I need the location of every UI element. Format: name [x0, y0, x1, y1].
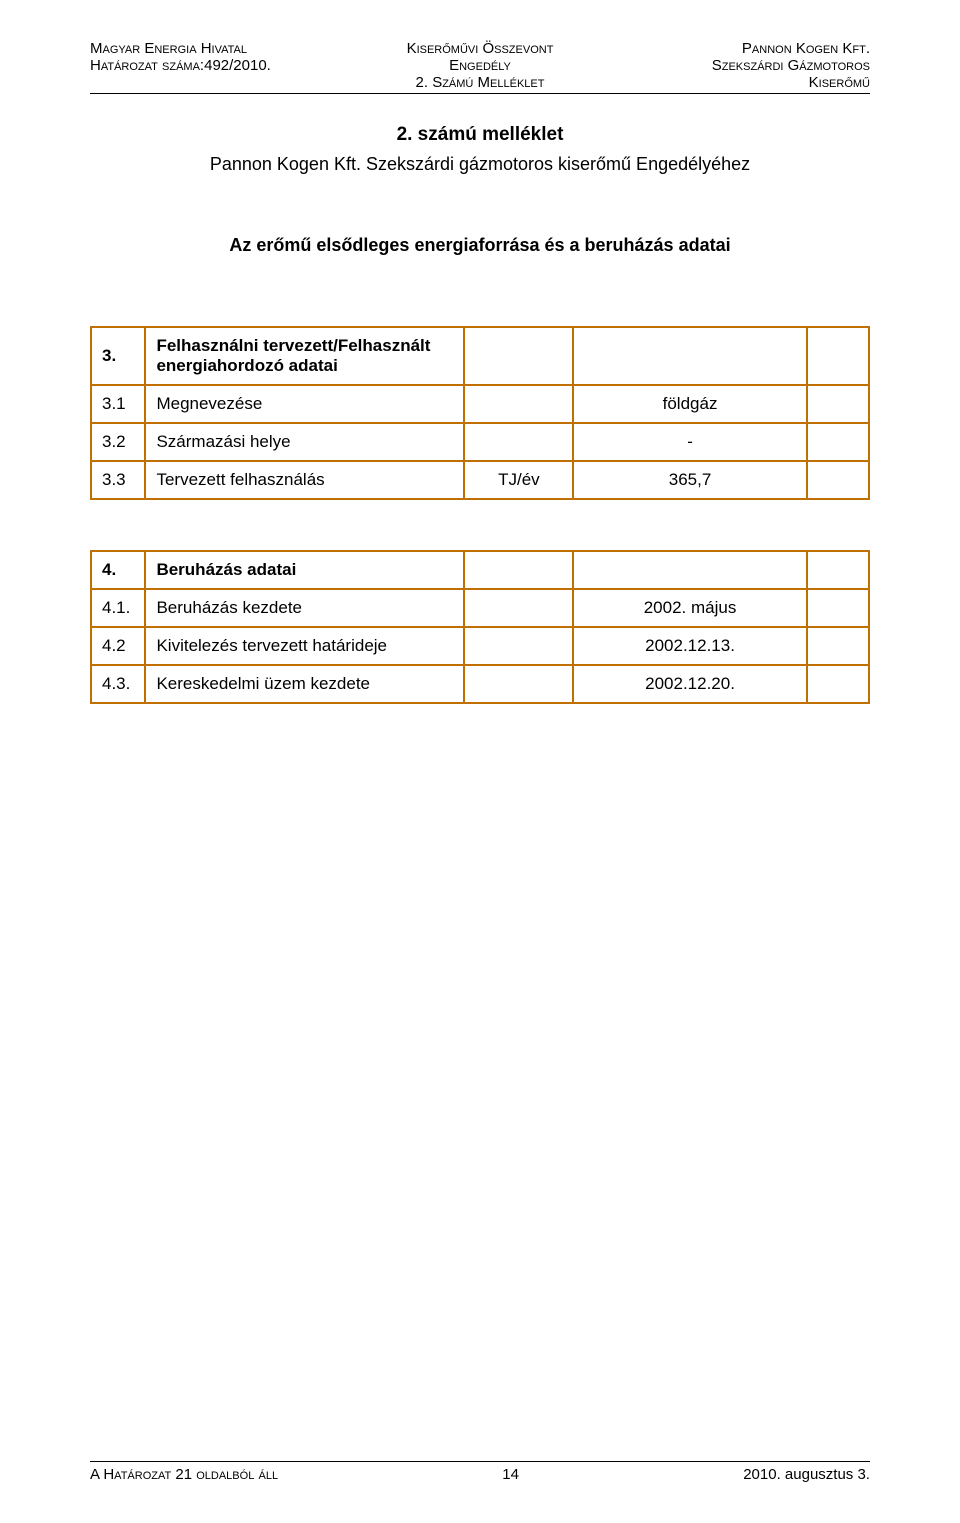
cell-num: 3.3: [91, 461, 145, 499]
cell-label: Kivitelezés tervezett határideje: [145, 627, 464, 665]
cell-unit: [464, 665, 573, 703]
cell-unit: [464, 385, 573, 423]
table-investment: 4.Beruházás adatai4.1.Beruházás kezdete 2…: [90, 550, 870, 704]
cell-value: 2002. május: [573, 589, 806, 627]
cell-num: 4.2: [91, 627, 145, 665]
cell-empty: [807, 551, 869, 589]
table-row: 3.Felhasználni tervezett/Felhasznált ene…: [91, 327, 869, 385]
table-row: 4.3.Kereskedelmi üzem kezdete 2002.12.20.: [91, 665, 869, 703]
table-row: 4.2Kivitelezés tervezett határideje 2002.…: [91, 627, 869, 665]
cell-empty: [807, 589, 869, 627]
header-right-line2: Szekszárdi Gázmotoros: [610, 57, 870, 74]
header-left-line1: Magyar Energia Hivatal: [90, 40, 350, 57]
cell-label: Beruházás kezdete: [145, 589, 464, 627]
cell-empty: [807, 461, 869, 499]
cell-value: -: [573, 423, 806, 461]
header-underline: [90, 93, 870, 94]
cell-value: [573, 551, 806, 589]
cell-num: 3.2: [91, 423, 145, 461]
header-right-line3: Kiserőmű: [610, 74, 870, 91]
cell-label: Kereskedelmi üzem kezdete: [145, 665, 464, 703]
cell-num: 3.1: [91, 385, 145, 423]
cell-value: földgáz: [573, 385, 806, 423]
cell-label: Beruházás adatai: [145, 551, 464, 589]
cell-empty: [807, 327, 869, 385]
footer: A Határozat 21 oldalból áll 14 2010. aug…: [90, 1461, 870, 1483]
cell-num: 4.: [91, 551, 145, 589]
footer-line: [90, 1461, 870, 1462]
cell-value: [573, 327, 806, 385]
header: Magyar Energia Hivatal Határozat száma:4…: [90, 40, 870, 91]
cell-unit: [464, 551, 573, 589]
cell-num: 3.: [91, 327, 145, 385]
cell-empty: [807, 385, 869, 423]
header-right: Pannon Kogen Kft. Szekszárdi Gázmotoros …: [610, 40, 870, 91]
footer-right: 2010. augusztus 3.: [743, 1466, 870, 1483]
header-center-line1: Kiserőművi Összevont: [350, 40, 610, 57]
header-center-line3: 2. Számú Melléklet: [350, 74, 610, 91]
footer-left: A Határozat 21 oldalból áll: [90, 1466, 278, 1483]
attachment-subtitle: Pannon Kogen Kft. Szekszárdi gázmotoros …: [90, 154, 870, 175]
cell-num: 4.1.: [91, 589, 145, 627]
cell-unit: [464, 423, 573, 461]
header-center: Kiserőművi Összevont Engedély 2. Számú M…: [350, 40, 610, 91]
table-row: 3.1Megnevezése földgáz: [91, 385, 869, 423]
header-center-line2: Engedély: [350, 57, 610, 74]
cell-empty: [807, 423, 869, 461]
table-row: 4.1.Beruházás kezdete 2002. május: [91, 589, 869, 627]
footer-row: A Határozat 21 oldalból áll 14 2010. aug…: [90, 1466, 870, 1483]
footer-center: 14: [502, 1466, 519, 1483]
cell-unit: [464, 627, 573, 665]
cell-unit: [464, 589, 573, 627]
cell-label: Származási helye: [145, 423, 464, 461]
page: Magyar Energia Hivatal Határozat száma:4…: [0, 0, 960, 1523]
cell-label: Megnevezése: [145, 385, 464, 423]
cell-value: 365,7: [573, 461, 806, 499]
table-row: 3.3Tervezett felhasználásTJ/év365,7: [91, 461, 869, 499]
cell-unit: [464, 327, 573, 385]
cell-num: 4.3.: [91, 665, 145, 703]
section-title: Az erőmű elsődleges energiaforrása és a …: [90, 235, 870, 256]
cell-value: 2002.12.20.: [573, 665, 806, 703]
cell-empty: [807, 627, 869, 665]
cell-value: 2002.12.13.: [573, 627, 806, 665]
cell-unit: TJ/év: [464, 461, 573, 499]
table-row: 3.2Származási helye -: [91, 423, 869, 461]
header-right-line1: Pannon Kogen Kft.: [610, 40, 870, 57]
cell-empty: [807, 665, 869, 703]
cell-label: Felhasználni tervezett/Felhasznált energ…: [145, 327, 464, 385]
table-row: 4.Beruházás adatai: [91, 551, 869, 589]
attachment-title: 2. számú melléklet: [90, 124, 870, 146]
header-left-line2: Határozat száma:492/2010.: [90, 57, 350, 74]
table-investment-body: 4.Beruházás adatai4.1.Beruházás kezdete 2…: [91, 551, 869, 703]
cell-label: Tervezett felhasználás: [145, 461, 464, 499]
table-energy-body: 3.Felhasználni tervezett/Felhasznált ene…: [91, 327, 869, 499]
header-left: Magyar Energia Hivatal Határozat száma:4…: [90, 40, 350, 91]
table-energy: 3.Felhasználni tervezett/Felhasznált ene…: [90, 326, 870, 500]
